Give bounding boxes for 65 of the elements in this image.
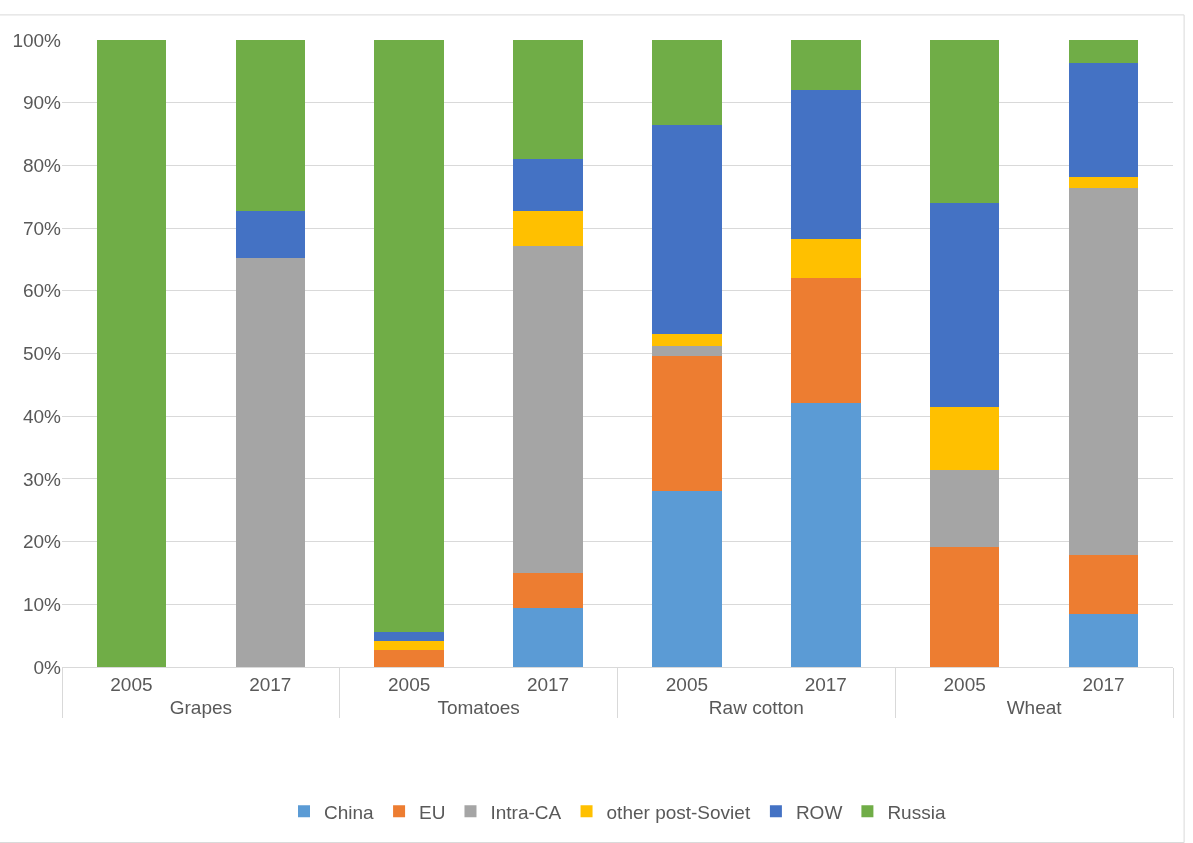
y-tick-label: 80%	[22, 155, 62, 177]
legend-label: EU	[419, 801, 446, 823]
x-tick-label: 2017	[1082, 673, 1125, 695]
bar	[513, 40, 583, 160]
y-tick-label: 10%	[22, 593, 62, 615]
bar	[652, 40, 722, 126]
bar	[374, 650, 444, 667]
bar	[652, 491, 722, 667]
bar	[1068, 40, 1139, 63]
bar	[374, 631, 444, 641]
y-tick-label: 100%	[12, 29, 62, 51]
y-tick-label: 90%	[22, 92, 62, 114]
bar	[929, 40, 1000, 204]
bar	[791, 403, 861, 667]
bar	[1068, 555, 1139, 614]
bar	[513, 246, 583, 573]
text: Raw cotton	[708, 696, 804, 718]
bar	[374, 640, 444, 651]
y-tick-label: 30%	[22, 468, 62, 490]
bar	[513, 159, 583, 211]
bar	[652, 334, 722, 346]
x-tick-label: 2005	[665, 673, 709, 695]
bar	[929, 469, 1000, 547]
bar	[791, 89, 861, 239]
bar	[652, 125, 722, 335]
bar	[374, 40, 444, 632]
bar	[235, 40, 306, 211]
x-tick-label: 2005	[388, 673, 431, 695]
bar	[513, 572, 583, 609]
bar	[513, 210, 583, 247]
bar	[791, 40, 861, 90]
legend-label: China	[324, 801, 375, 823]
bar	[1068, 187, 1139, 556]
bar	[929, 406, 1000, 470]
bar	[235, 257, 306, 667]
bar	[652, 345, 722, 357]
x-tick-label: 2005	[110, 673, 153, 695]
bar	[929, 546, 1000, 667]
legend-label: other post-Soviet	[606, 801, 751, 823]
y-tick-label: 20%	[22, 531, 62, 553]
x-tick-label: 2017	[804, 673, 847, 695]
bar	[652, 356, 722, 492]
legend-label: Russia	[887, 801, 946, 823]
bar	[791, 238, 861, 279]
y-tick-label: 50%	[22, 343, 62, 365]
bar	[929, 203, 1000, 407]
bar	[1068, 613, 1139, 667]
y-tick-label: 0%	[33, 656, 62, 678]
bar	[96, 40, 167, 667]
bar	[1068, 62, 1139, 177]
y-tick-label: 60%	[22, 280, 62, 302]
bar	[791, 278, 861, 404]
x-tick-label: 2017	[249, 673, 292, 695]
y-tick-label: 40%	[22, 405, 62, 427]
legend-label: Intra-CA	[490, 801, 562, 823]
text: Tomatoes	[437, 696, 520, 718]
text: Grapes	[169, 696, 233, 718]
legend-label: ROW	[795, 801, 843, 823]
y-tick-label: 70%	[22, 217, 62, 239]
bar	[235, 210, 306, 258]
bar	[1068, 176, 1139, 188]
text: Wheat	[1006, 696, 1063, 718]
bar	[513, 608, 583, 667]
x-tick-label: 2005	[943, 673, 986, 695]
x-tick-label: 2017	[526, 673, 570, 695]
